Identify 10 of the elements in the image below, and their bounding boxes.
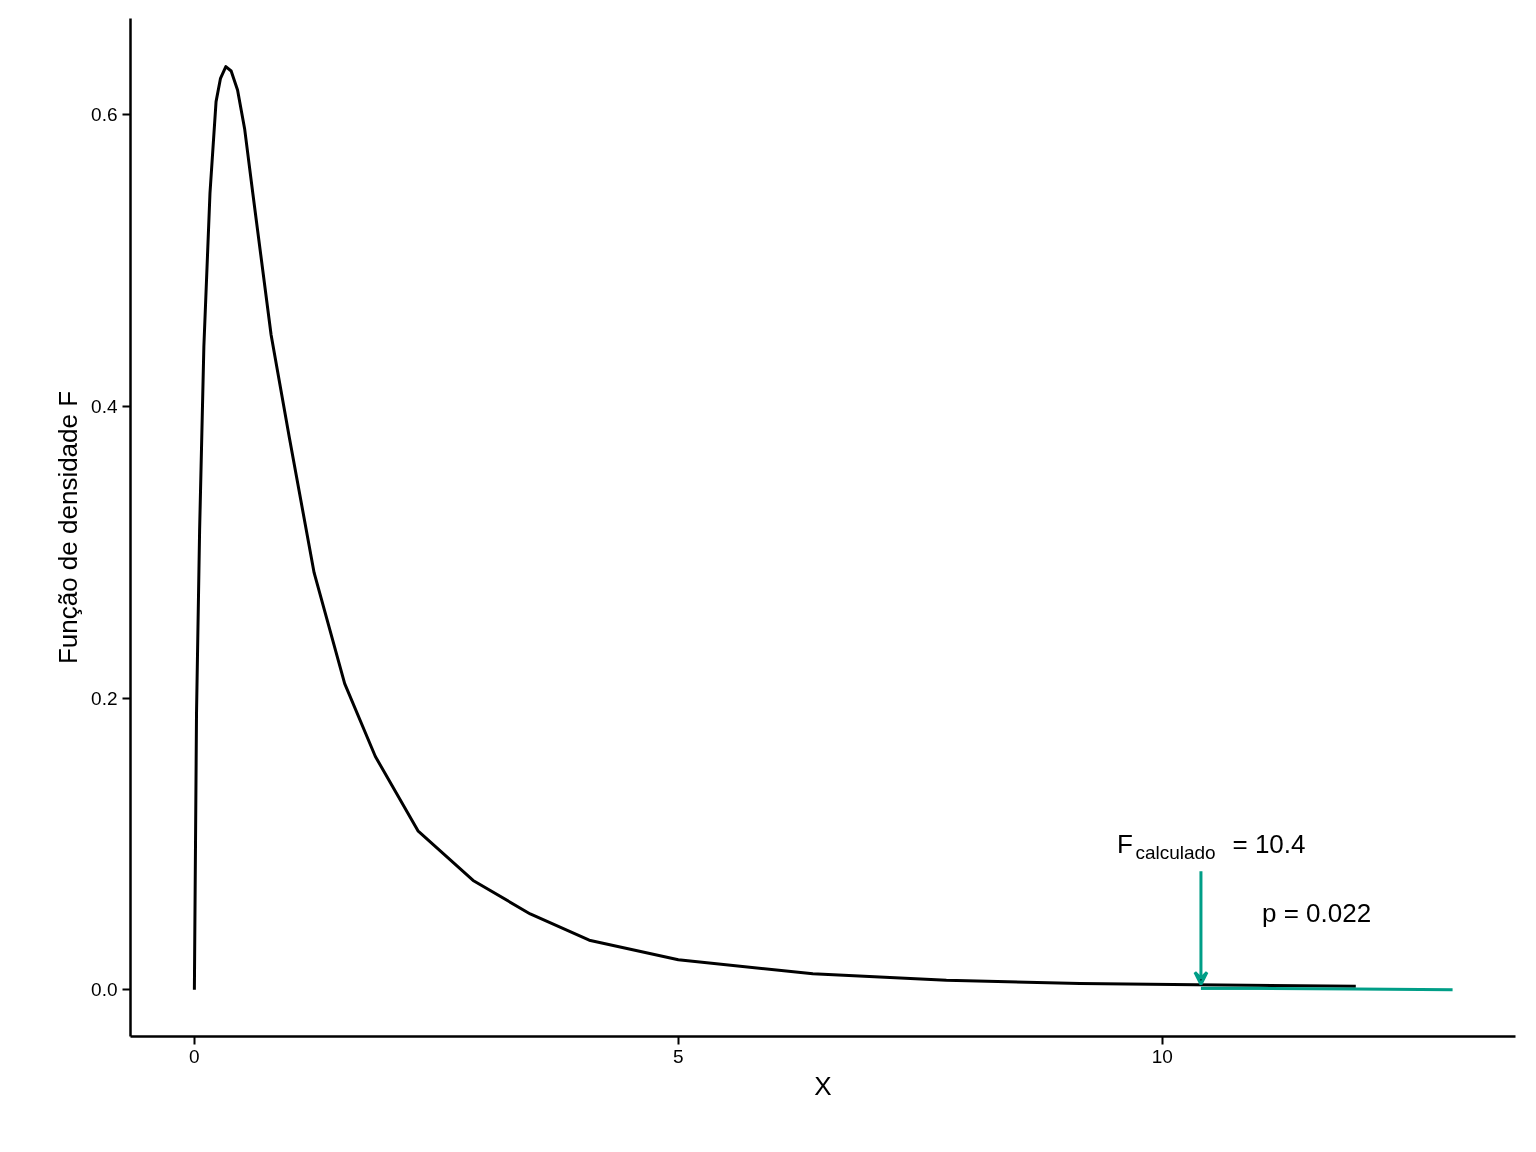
y-tick-label: 0.4 — [91, 395, 118, 417]
x-tick-label: 0 — [189, 1045, 200, 1067]
annotation: p = 0.022 — [1261, 898, 1372, 929]
y-tick-label: 0.0 — [91, 979, 118, 1001]
x-tick-label: 5 — [673, 1045, 684, 1067]
y-tick-label: 0.6 — [91, 104, 118, 126]
y-tick-label: 0.2 — [91, 687, 118, 709]
x-tick-label: 10 — [1151, 1045, 1173, 1067]
y-axis-title: Função de densidade F — [53, 390, 84, 665]
x-axis-title: X — [814, 1070, 832, 1101]
